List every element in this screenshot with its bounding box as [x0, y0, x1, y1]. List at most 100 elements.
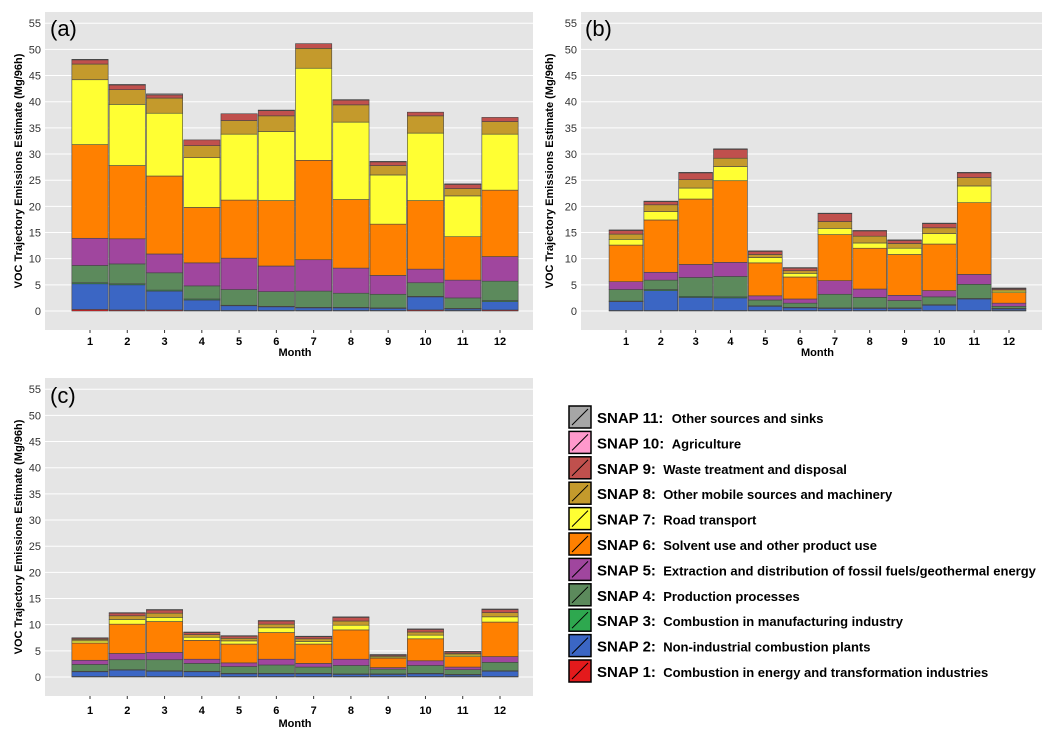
bar-segment	[295, 638, 333, 642]
bar-segment	[295, 643, 333, 664]
y-tick-label: 35	[29, 123, 41, 135]
bar-segment	[220, 643, 258, 664]
bar-segment	[922, 243, 957, 291]
bar-segment	[146, 94, 183, 99]
bar-segment	[146, 652, 183, 661]
bar-segment	[748, 254, 783, 258]
bar-segment	[852, 308, 887, 311]
bar-segment	[220, 199, 258, 259]
bar-segment	[369, 223, 407, 276]
bar-segment	[257, 664, 295, 674]
bar-segment	[71, 659, 109, 665]
bar-segment	[257, 200, 295, 267]
bar-segment	[71, 640, 109, 644]
bar-segment	[108, 659, 146, 670]
legend-swatch-slash	[571, 484, 589, 502]
bar-segment	[444, 656, 482, 668]
bar-segment	[407, 660, 444, 666]
bar-segment	[713, 149, 748, 159]
y-tick-label: 25	[565, 175, 577, 187]
bar-segment	[332, 104, 370, 123]
bar-segment	[146, 93, 183, 96]
bar-segment	[481, 301, 519, 311]
bar-segment	[407, 282, 444, 297]
legend-code: SNAP 3:	[597, 613, 656, 630]
bar-segment	[71, 59, 109, 65]
bar-segment	[108, 623, 146, 654]
bar-segment	[369, 674, 407, 677]
y-tick-label: 55	[29, 18, 41, 30]
bar-segment	[748, 257, 783, 264]
bar-segment	[183, 207, 221, 264]
legend-swatch-slash	[571, 611, 589, 629]
bar-segment	[183, 671, 221, 677]
bar-segment	[183, 636, 221, 641]
y-tick-label: 15	[29, 594, 41, 606]
legend-swatch-slash	[571, 434, 589, 451]
bar-segment	[407, 132, 444, 201]
x-tick-label: 8	[348, 705, 354, 717]
bar-segment	[481, 616, 519, 623]
bar-segment	[257, 673, 295, 677]
legend-label: Non-industrial combustion plants	[663, 640, 870, 655]
bar-segment	[643, 204, 679, 212]
bar-segment	[887, 300, 922, 309]
bar-segment	[852, 297, 887, 309]
bar-segment	[407, 673, 444, 677]
bar-segment	[852, 230, 887, 232]
bar-segment	[108, 284, 146, 311]
bar-segment	[108, 653, 146, 661]
y-axis-title: VOC Trajectory Emissions Estimate (Mg/96…	[13, 53, 25, 288]
bar-segment	[678, 277, 713, 297]
bar-segment	[608, 301, 644, 311]
bar-segment	[481, 280, 519, 301]
x-tick-label: 2	[658, 336, 664, 348]
x-axis-title: Month	[279, 718, 312, 730]
bar-segment	[332, 665, 370, 675]
bar-segment	[295, 635, 333, 638]
bar-segment	[146, 290, 183, 311]
bar-segment	[332, 199, 370, 269]
y-tick-label: 25	[29, 175, 41, 187]
bar-segment	[332, 624, 370, 631]
legend-code: SNAP 6:	[597, 537, 656, 554]
bar-segment	[108, 238, 146, 265]
bar-segment	[713, 180, 748, 263]
bar-segment	[608, 244, 644, 282]
legend-code: SNAP 4:	[597, 588, 656, 605]
bar-segment	[71, 237, 109, 266]
bar-segment	[481, 621, 519, 657]
bar-segment	[295, 43, 333, 49]
x-tick-label: 6	[273, 705, 279, 717]
bar-segment	[991, 287, 1027, 289]
bar-segment	[220, 662, 258, 667]
bar-segment	[887, 308, 922, 311]
bar-segment	[407, 111, 444, 117]
legend-item: SNAP 8: Other mobile sources and machiner…	[568, 481, 893, 505]
bar-segment	[295, 673, 333, 677]
bar-segment	[332, 629, 370, 660]
legend-item: SNAP 7: Road transport	[568, 506, 757, 531]
bar-segment	[332, 658, 370, 666]
bar-segment	[369, 161, 407, 166]
bar-segment	[922, 304, 957, 311]
bar-segment	[444, 184, 482, 189]
bar-segment	[146, 659, 183, 672]
bar-segment	[748, 251, 783, 255]
bar-segment	[332, 292, 370, 308]
bar-segment	[481, 133, 519, 191]
bar-segment	[183, 262, 221, 287]
bar-segment	[852, 235, 887, 244]
bar-segment	[748, 250, 783, 252]
legend-label: Agriculture	[672, 436, 741, 451]
bar-segment	[444, 669, 482, 675]
x-tick-label: 5	[762, 336, 768, 348]
bar-segment	[146, 272, 183, 291]
y-tick-label: 0	[571, 306, 577, 318]
bar-segment	[643, 219, 679, 273]
y-tick-label: 25	[29, 541, 41, 553]
bar-segment	[369, 654, 407, 656]
bar-segment	[956, 298, 992, 311]
bar-segment	[369, 657, 407, 668]
